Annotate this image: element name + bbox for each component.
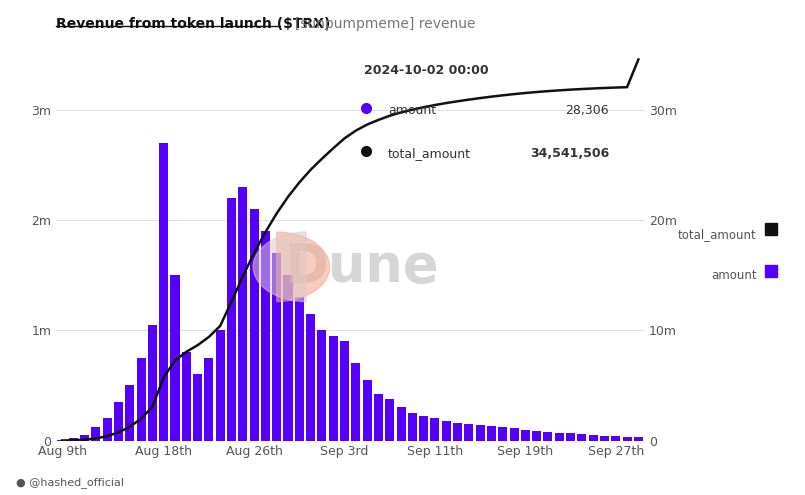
Bar xyxy=(137,358,146,441)
Bar xyxy=(103,418,112,441)
Bar xyxy=(283,275,292,441)
Bar xyxy=(204,358,213,441)
Text: 2024-10-02 00:00: 2024-10-02 00:00 xyxy=(364,64,489,77)
Bar xyxy=(634,438,643,441)
Bar xyxy=(171,275,180,441)
Bar xyxy=(216,330,225,441)
Bar xyxy=(622,437,632,441)
Bar xyxy=(317,330,327,441)
Bar xyxy=(510,428,518,441)
Bar xyxy=(566,434,575,441)
Bar xyxy=(148,325,157,441)
Bar xyxy=(600,436,609,441)
Bar xyxy=(227,198,236,441)
Text: amount: amount xyxy=(711,269,757,282)
Bar xyxy=(159,143,168,441)
Text: Revenue from token launch ($TRX): Revenue from token launch ($TRX) xyxy=(56,17,331,31)
Text: [sunpumpmeme] revenue: [sunpumpmeme] revenue xyxy=(286,17,475,31)
Bar xyxy=(68,439,78,441)
Bar xyxy=(340,341,349,441)
Bar xyxy=(543,432,552,441)
Bar xyxy=(306,314,315,441)
Bar xyxy=(295,297,303,441)
Bar xyxy=(588,435,597,441)
Bar xyxy=(193,374,202,441)
Text: total_amount: total_amount xyxy=(678,228,757,241)
Bar xyxy=(521,430,530,441)
Wedge shape xyxy=(277,232,329,301)
Bar xyxy=(408,413,417,441)
Bar xyxy=(577,435,586,441)
Bar xyxy=(57,440,67,441)
Bar xyxy=(328,336,338,441)
Bar xyxy=(374,394,383,441)
Bar xyxy=(611,436,621,441)
Bar xyxy=(397,407,406,441)
Bar xyxy=(351,363,361,441)
Bar xyxy=(431,418,440,441)
Bar xyxy=(362,380,372,441)
Bar xyxy=(114,402,123,441)
Bar xyxy=(476,425,485,441)
Bar xyxy=(487,426,496,441)
Text: ● @hashed_official: ● @hashed_official xyxy=(16,477,124,488)
Bar xyxy=(261,231,270,441)
Bar xyxy=(532,431,541,441)
Bar xyxy=(464,424,473,441)
Bar xyxy=(80,435,89,441)
Text: amount: amount xyxy=(388,104,436,117)
Text: 34,541,506: 34,541,506 xyxy=(530,148,609,160)
Text: 28,306: 28,306 xyxy=(565,104,609,117)
Bar xyxy=(419,416,428,441)
Bar xyxy=(498,427,507,441)
Bar xyxy=(126,386,134,441)
Bar xyxy=(386,398,394,441)
Bar xyxy=(272,253,281,441)
Bar xyxy=(92,427,101,441)
Bar xyxy=(453,423,462,441)
Bar xyxy=(250,209,258,441)
Bar xyxy=(442,421,451,441)
Bar xyxy=(182,352,191,441)
Bar xyxy=(238,187,247,441)
Text: Dune: Dune xyxy=(285,241,440,293)
Wedge shape xyxy=(254,232,306,301)
Bar xyxy=(555,433,564,441)
Text: total_amount: total_amount xyxy=(388,148,471,160)
